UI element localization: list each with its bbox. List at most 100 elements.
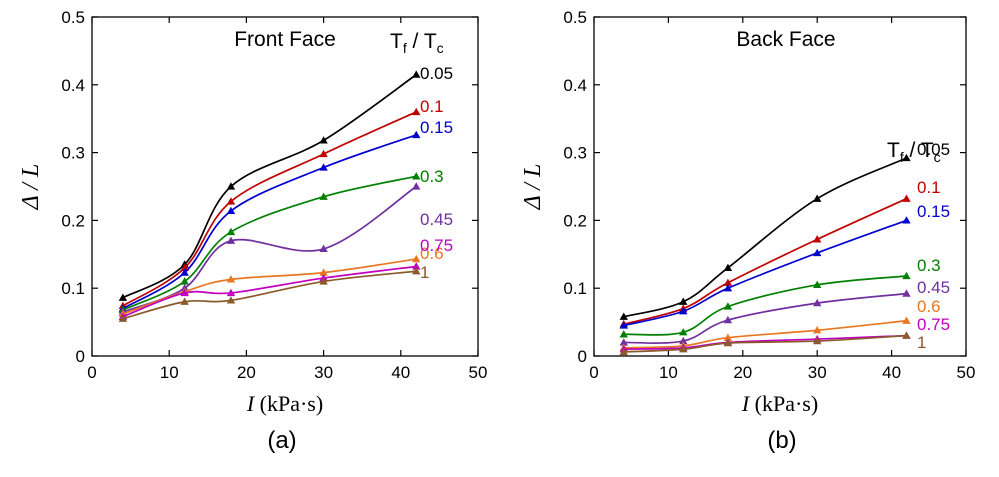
data-point-marker	[902, 271, 911, 280]
series-line	[623, 275, 907, 336]
series-label: 0.6	[420, 244, 444, 263]
series-label: 0.1	[420, 97, 444, 116]
data-point-marker	[412, 254, 421, 263]
panel-title: Back Face	[736, 28, 835, 51]
y-axis-label: Δ / L	[18, 164, 44, 211]
y-tick-label: 0	[76, 347, 85, 366]
data-point-marker	[723, 302, 733, 310]
data-point-marker	[180, 297, 189, 305]
series-0.45: 0.45	[619, 278, 950, 346]
data-point-marker	[118, 314, 128, 322]
data-point-marker	[319, 149, 328, 158]
x-tick-label: 10	[659, 363, 678, 382]
data-point-marker	[319, 268, 328, 276]
panel-caption: (a)	[267, 427, 296, 454]
data-point-marker	[902, 316, 911, 324]
x-tick-label: 20	[733, 363, 752, 382]
x-tick-label: 0	[87, 363, 96, 382]
series-line	[122, 111, 417, 307]
data-point-marker	[902, 289, 911, 297]
x-tick-label: 40	[391, 363, 410, 382]
data-point-marker	[226, 182, 236, 190]
series-0.45: 0.45	[118, 182, 453, 316]
data-point-marker	[813, 298, 822, 307]
data-point-marker	[226, 288, 236, 297]
series-line	[623, 319, 907, 349]
x-tick-label: 30	[808, 363, 827, 382]
data-point-marker	[226, 206, 236, 215]
y-tick-label: 0.5	[563, 8, 587, 27]
data-point-marker	[226, 197, 236, 205]
data-point-marker	[319, 277, 328, 285]
data-point-marker	[723, 338, 733, 347]
y-tick-label: 0.2	[61, 211, 85, 230]
legend-title: Tf / Tc	[887, 139, 941, 165]
series-line	[122, 73, 417, 299]
y-tick-label: 0.3	[563, 144, 587, 163]
series-label: 0.3	[917, 256, 941, 275]
data-point-marker	[319, 163, 328, 171]
panel-b: 0 10 20 30 40 50 0 0.1 0.2 0.3 0.4 0.5 Δ / L I (kPa·s…	[520, 8, 975, 454]
data-point-marker	[226, 275, 236, 283]
panel-a: 0 10 20 30 40 50 0 0.1 0.2 0.3 0.4 0.5 Δ / L I (kPa·s…	[18, 8, 487, 454]
series-label: 0.75	[917, 315, 950, 334]
series-label: 0.05	[917, 140, 950, 159]
data-point-marker	[813, 326, 822, 334]
series-line	[122, 265, 417, 318]
x-tick-label: 50	[957, 363, 976, 382]
data-point-marker	[619, 312, 628, 320]
data-point-marker	[412, 130, 421, 139]
y-tick-label: 0.4	[61, 76, 85, 95]
data-point-marker	[679, 328, 688, 336]
series-0.15: 0.15	[118, 118, 453, 312]
series-0.05: 0.05	[619, 140, 950, 320]
series-0.1: 0.1	[118, 97, 444, 309]
plot-frame	[593, 16, 967, 357]
x-tick-label: 30	[314, 363, 333, 382]
data-point-marker	[813, 336, 822, 345]
data-point-marker	[902, 216, 911, 224]
panel-title: Front Face	[234, 28, 336, 51]
data-point-marker	[226, 296, 236, 304]
y-axis-label: Δ / L	[520, 164, 546, 211]
data-point-marker	[412, 182, 421, 190]
data-point-marker	[180, 288, 189, 297]
y-tick-label: 0.1	[563, 279, 587, 298]
data-point-marker	[813, 235, 822, 243]
data-point-marker	[902, 194, 911, 202]
series-0.3: 0.3	[118, 167, 444, 314]
y-tick-label: 0.1	[61, 279, 85, 298]
data-point-marker	[619, 338, 628, 346]
data-point-marker	[813, 248, 822, 257]
series-label: 0.15	[917, 202, 950, 221]
series-1: 1	[118, 263, 429, 322]
y-tick-label: 0.2	[563, 211, 587, 230]
y-tick-label: 0.5	[61, 8, 85, 27]
data-point-marker	[679, 297, 688, 305]
series-label: 1	[917, 333, 926, 352]
y-tick-label: 0.4	[563, 76, 587, 95]
data-point-marker	[226, 236, 236, 244]
series-label: 0.75	[420, 236, 453, 255]
data-point-marker	[619, 330, 628, 338]
series-line	[623, 197, 907, 325]
data-point-marker	[180, 268, 189, 276]
series-label: 0.15	[420, 118, 453, 137]
plot-frame	[91, 16, 479, 357]
data-point-marker	[723, 263, 733, 272]
series-line	[122, 270, 417, 320]
series-label: 0.05	[420, 64, 453, 83]
data-point-marker	[902, 331, 911, 339]
series-line	[122, 175, 417, 311]
series-line	[623, 334, 907, 353]
data-point-marker	[180, 263, 189, 272]
data-point-marker	[679, 336, 688, 345]
data-point-marker	[723, 284, 733, 292]
series-1: 1	[619, 331, 926, 356]
data-point-marker	[619, 347, 628, 356]
series-0.1: 0.1	[619, 178, 941, 328]
panel-caption: (b)	[767, 427, 796, 454]
series-line	[623, 219, 907, 327]
